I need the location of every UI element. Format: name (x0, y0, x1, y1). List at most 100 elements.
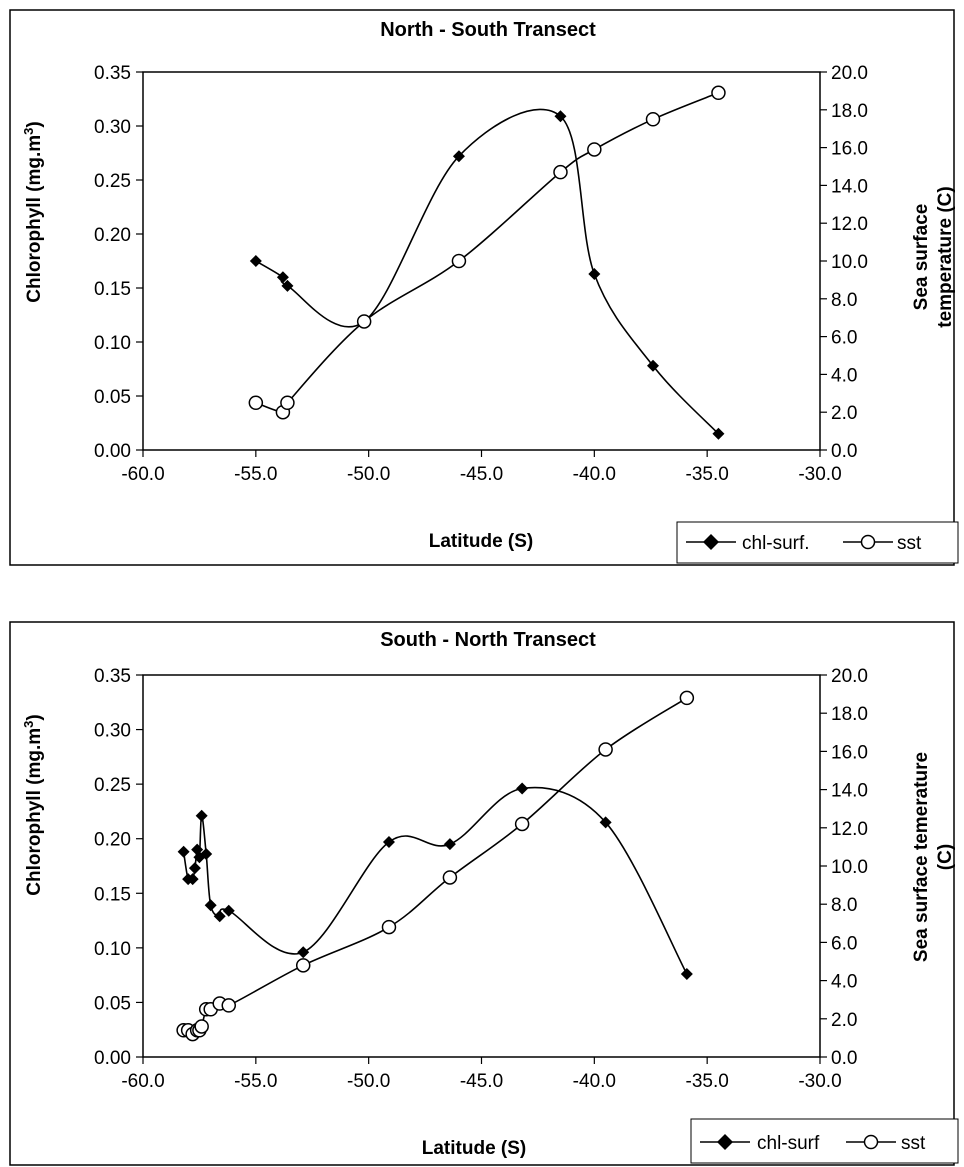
y-right-tick-label: 16.0 (831, 742, 868, 763)
y-axis-right-label: Sea surface temperature (C) (911, 186, 956, 327)
y-right-tick-label: 18.0 (831, 704, 868, 725)
legend-chl-marker (717, 1134, 733, 1150)
legend-sst-marker (860, 534, 876, 550)
chl-data-point (195, 809, 208, 822)
y-left-tick-label: 0.20 (94, 830, 131, 851)
y-right-tick-label: 10.0 (831, 857, 868, 878)
chl-data-point (452, 150, 465, 163)
sst-data-point (248, 395, 264, 410)
y-right-tick-label: 12.0 (831, 819, 868, 840)
x-tick-label: -30.0 (798, 1071, 841, 1092)
chl-data-point (204, 899, 217, 912)
sst-data-point (194, 1019, 209, 1034)
y-right-tick-label: 6.0 (831, 933, 857, 954)
chl-data-point (680, 968, 693, 981)
sst-data-point (553, 164, 568, 180)
sst-data-point (679, 690, 695, 706)
sst-data-point (514, 816, 530, 832)
x-tick-label: -45.0 (460, 1071, 503, 1092)
y-left-tick-label: 0.05 (94, 387, 131, 408)
chl-data-point (281, 279, 294, 292)
y-left-tick-label: 0.30 (94, 117, 131, 138)
sst-data-point (711, 85, 726, 101)
x-axis-label: Latitude (S) (429, 531, 534, 552)
y-right-tick-label: 0.0 (831, 441, 857, 462)
sst-data-point (221, 998, 237, 1013)
chl-data-point (222, 904, 235, 917)
x-tick-label: -60.0 (121, 464, 164, 485)
x-tick-label: -60.0 (121, 1071, 164, 1092)
chl-data-point (186, 873, 199, 886)
chart-1-svg: North - South Transect Latitude (S) Chlo… (9, 9, 959, 566)
x-tick-label: -35.0 (686, 464, 729, 485)
y-right-tick-label: 2.0 (831, 403, 857, 424)
sst-data-point (442, 870, 458, 885)
x-tick-label: -30.0 (798, 464, 841, 485)
south-north-transect-chart: South - North Transect Latitude (S) Chlo… (0, 612, 964, 1167)
y-left-tick-label: 0.30 (94, 721, 131, 742)
sst-data-point (356, 314, 372, 329)
y-left-tick-label: 0.20 (94, 225, 131, 246)
legend-sst-label: sst (901, 1133, 926, 1154)
y-right-tick-label: 20.0 (831, 666, 868, 687)
sst-data-point (295, 958, 311, 973)
y-left-tick-label: 0.00 (94, 1048, 131, 1069)
x-tick-label: -40.0 (573, 464, 616, 485)
sst-data-point (587, 142, 602, 157)
x-tick-label: -45.0 (460, 464, 503, 485)
chl-data-point (193, 851, 206, 864)
y-right-tick-label: 8.0 (831, 895, 857, 916)
y-right-tick-label: 6.0 (831, 328, 857, 349)
chl-data-point (599, 816, 612, 829)
y-axis-right-label: Sea surface temerature (C) (911, 752, 956, 962)
y-right-tick-label: 18.0 (831, 101, 868, 122)
x-tick-label: -50.0 (347, 1071, 390, 1092)
sst-data-point (451, 253, 467, 269)
y-right-tick-label: 14.0 (831, 176, 868, 197)
plot-area: -60.0 -55.0 -50.0 -45.0 -40.0 -35.0 -30.0 0.00 0… (94, 666, 868, 1092)
y-right-tick-label: 10.0 (831, 252, 868, 273)
y-left-tick-label: 0.35 (94, 666, 131, 687)
chl-data-point (249, 255, 262, 267)
chl-data-point (213, 910, 226, 923)
y-right-tick-label: 12.0 (831, 214, 868, 235)
y-right-tick-label: 8.0 (831, 290, 857, 311)
y-right-tick-label: 2.0 (831, 1010, 857, 1031)
chl-data-point (516, 782, 529, 795)
y-right-tick-label: 4.0 (831, 365, 857, 386)
chart-2-svg: South - North Transect Latitude (S) Chlo… (9, 621, 959, 1166)
y-left-tick-label: 0.10 (94, 939, 131, 960)
plot-area: -60.0 -55.0 -50.0 -45.0 -40.0 -35.0 -30.0 0.00 0… (94, 63, 868, 485)
x-axis-label: Latitude (S) (422, 1138, 527, 1159)
chl-data-point (554, 110, 567, 123)
chl-data-point (588, 267, 601, 280)
sst-data-point (645, 112, 661, 127)
legend: chl-surf sst (690, 1118, 959, 1164)
chl-data-point (188, 862, 201, 875)
y-right-tick-label: 4.0 (831, 972, 857, 993)
y-axis-left-label: Chlorophyll (mg.m3) (21, 121, 45, 302)
y-left-tick-label: 0.15 (94, 279, 131, 300)
chl-data-point (443, 838, 456, 851)
legend-chl-label: chl-surf. (742, 533, 810, 554)
y-axis-left-label: Chlorophyll (mg.m3) (21, 714, 45, 895)
legend-chl-label: chl-surf (757, 1133, 820, 1154)
y-right-tick-label: 14.0 (831, 781, 868, 802)
y-left-tick-label: 0.15 (94, 884, 131, 905)
chl-data-point (382, 835, 395, 848)
y-left-tick-label: 0.05 (94, 993, 131, 1014)
y-right-tick-label: 16.0 (831, 139, 868, 160)
chl-data-point (276, 271, 289, 284)
sst-data-point (280, 395, 295, 410)
y-right-tick-label: 0.0 (831, 1048, 857, 1069)
x-tick-label: -35.0 (686, 1071, 729, 1092)
chl-data-point (177, 845, 190, 858)
x-tick-label: -40.0 (573, 1071, 616, 1092)
chl-data-point (297, 946, 310, 959)
chart-title: South - North Transect (380, 629, 596, 651)
x-tick-label: -55.0 (234, 464, 277, 485)
y-left-tick-label: 0.00 (94, 441, 131, 462)
y-left-tick-label: 0.25 (94, 775, 131, 796)
y-right-tick-label: 20.0 (831, 63, 868, 84)
sst-data-point (598, 742, 613, 757)
